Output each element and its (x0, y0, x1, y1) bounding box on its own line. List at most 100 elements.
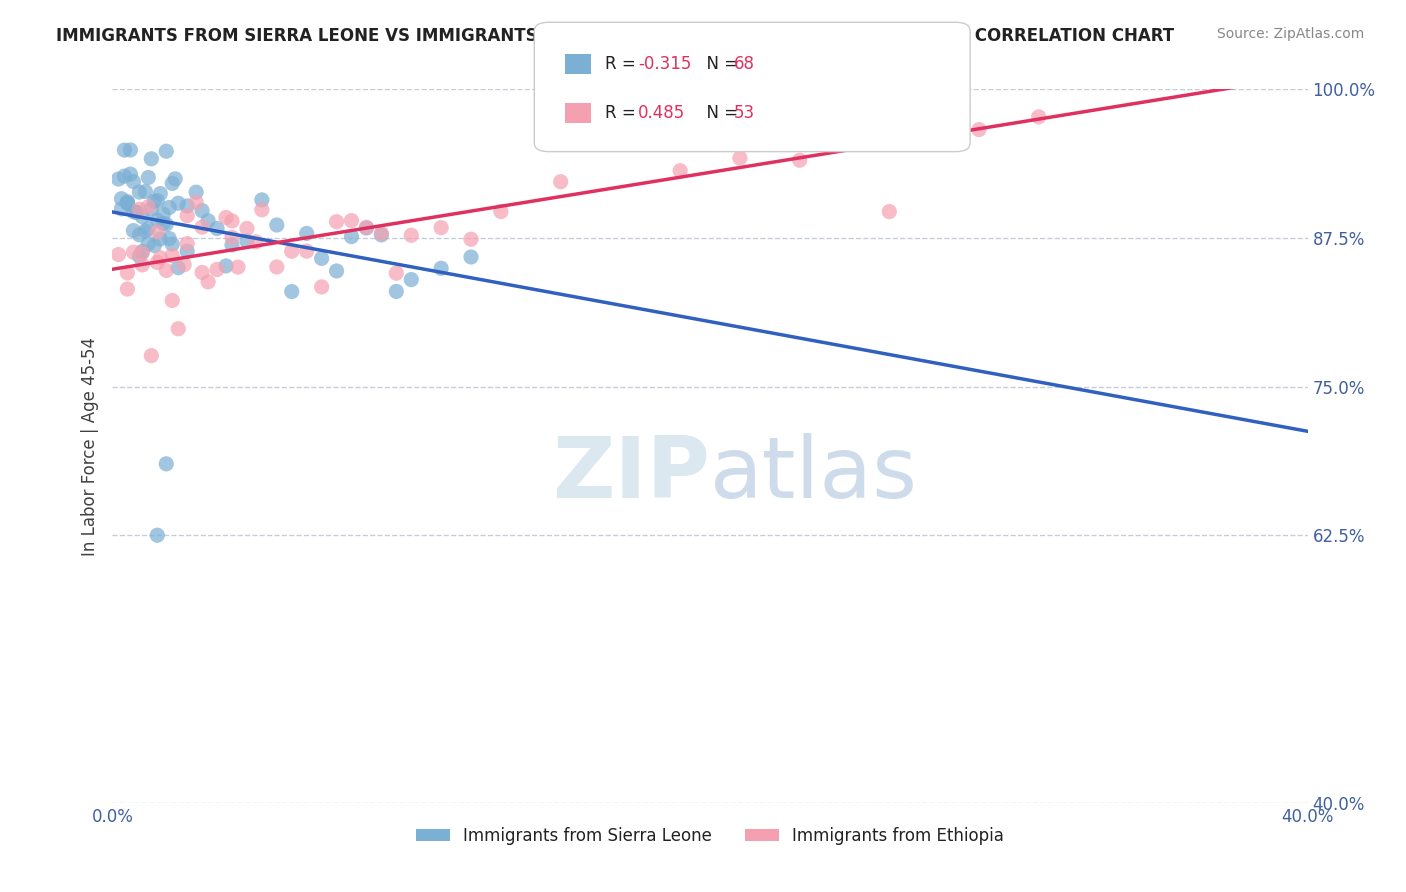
Immigrants from Sierra Leone (186, 185, 208, 199)
Immigrants from Ethiopia (236, 221, 259, 235)
Text: N =: N = (696, 103, 744, 122)
Immigrants from Sierra Leone (281, 285, 304, 299)
Immigrants from Ethiopia (141, 349, 163, 363)
Immigrants from Ethiopia (191, 265, 214, 279)
Text: R =: R = (605, 54, 641, 73)
Immigrants from Sierra Leone (138, 236, 160, 251)
Immigrants from Ethiopia (128, 202, 150, 217)
Immigrants from Ethiopia (197, 275, 219, 289)
Immigrants from Ethiopia (385, 266, 408, 280)
Immigrants from Ethiopia (226, 260, 249, 274)
Immigrants from Sierra Leone (401, 272, 423, 286)
Text: Source: ZipAtlas.com: Source: ZipAtlas.com (1216, 27, 1364, 41)
Immigrants from Sierra Leone (149, 232, 172, 246)
Immigrants from Ethiopia (430, 220, 453, 235)
Immigrants from Ethiopia (550, 175, 572, 189)
Immigrants from Ethiopia (370, 227, 392, 241)
Immigrants from Sierra Leone (340, 229, 363, 244)
Immigrants from Ethiopia (131, 258, 153, 272)
Immigrants from Ethiopia (1118, 58, 1140, 72)
Immigrants from Sierra Leone (143, 194, 166, 209)
Immigrants from Ethiopia (1028, 110, 1050, 124)
Text: N =: N = (696, 54, 744, 73)
Immigrants from Sierra Leone (205, 221, 228, 235)
Immigrants from Sierra Leone (311, 252, 333, 266)
Immigrants from Sierra Leone (120, 143, 142, 157)
Immigrants from Sierra Leone (176, 244, 198, 259)
Immigrants from Ethiopia (186, 195, 208, 210)
Immigrants from Sierra Leone (120, 167, 142, 181)
Immigrants from Sierra Leone (221, 238, 243, 252)
Immigrants from Sierra Leone (122, 204, 145, 219)
Immigrants from Ethiopia (879, 204, 901, 219)
Immigrants from Sierra Leone (138, 170, 160, 185)
Immigrants from Sierra Leone (356, 221, 378, 235)
Immigrants from Sierra Leone (138, 221, 160, 235)
Immigrants from Ethiopia (176, 209, 198, 223)
Immigrants from Sierra Leone (215, 259, 238, 273)
Immigrants from Sierra Leone (117, 194, 139, 209)
Immigrants from Ethiopia (728, 151, 751, 165)
Immigrants from Ethiopia (311, 280, 333, 294)
Immigrants from Sierra Leone (134, 224, 156, 238)
Immigrants from Sierra Leone (460, 250, 482, 264)
Immigrants from Ethiopia (460, 232, 482, 246)
Immigrants from Ethiopia (266, 260, 288, 274)
Immigrants from Sierra Leone (146, 528, 169, 542)
Immigrants from Sierra Leone (167, 196, 190, 211)
Immigrants from Sierra Leone (266, 218, 288, 232)
Immigrants from Ethiopia (356, 220, 378, 235)
Immigrants from Ethiopia (295, 244, 318, 259)
Immigrants from Ethiopia (167, 322, 190, 336)
Immigrants from Ethiopia (146, 225, 169, 239)
Immigrants from Ethiopia (967, 122, 990, 136)
Immigrants from Ethiopia (281, 244, 304, 259)
Text: IMMIGRANTS FROM SIERRA LEONE VS IMMIGRANTS FROM ETHIOPIA IN LABOR FORCE | AGE 45: IMMIGRANTS FROM SIERRA LEONE VS IMMIGRAN… (56, 27, 1174, 45)
Immigrants from Sierra Leone (122, 224, 145, 238)
Immigrants from Sierra Leone (236, 234, 259, 248)
Immigrants from Sierra Leone (125, 205, 148, 219)
Immigrants from Ethiopia (117, 266, 139, 280)
Immigrants from Ethiopia (325, 215, 347, 229)
Immigrants from Ethiopia (162, 248, 183, 262)
Immigrants from Sierra Leone (430, 261, 453, 276)
Immigrants from Sierra Leone (131, 210, 153, 224)
Immigrants from Sierra Leone (143, 238, 166, 252)
Text: atlas: atlas (710, 433, 918, 516)
Immigrants from Sierra Leone (110, 202, 132, 216)
Immigrants from Sierra Leone (191, 203, 214, 218)
Immigrants from Sierra Leone (128, 227, 150, 242)
Immigrants from Sierra Leone (385, 285, 408, 299)
Immigrants from Sierra Leone (157, 231, 180, 245)
Immigrants from Sierra Leone (134, 185, 156, 199)
Legend: Immigrants from Sierra Leone, Immigrants from Ethiopia: Immigrants from Sierra Leone, Immigrants… (409, 821, 1011, 852)
Immigrants from Sierra Leone (141, 202, 163, 216)
Immigrants from Sierra Leone (162, 237, 183, 252)
Text: 0.485: 0.485 (638, 103, 686, 122)
Immigrants from Ethiopia (205, 262, 228, 277)
Text: 53: 53 (734, 103, 755, 122)
Text: ZIP: ZIP (553, 433, 710, 516)
Immigrants from Sierra Leone (197, 213, 219, 227)
Immigrants from Ethiopia (138, 200, 160, 214)
Immigrants from Sierra Leone (146, 194, 169, 208)
Immigrants from Ethiopia (131, 245, 153, 260)
Text: -0.315: -0.315 (638, 54, 692, 73)
Immigrants from Ethiopia (173, 258, 195, 272)
Immigrants from Sierra Leone (117, 196, 139, 211)
Immigrants from Sierra Leone (114, 169, 135, 183)
Immigrants from Sierra Leone (250, 193, 273, 207)
Immigrants from Sierra Leone (165, 171, 187, 186)
Immigrants from Sierra Leone (152, 207, 174, 221)
Immigrants from Ethiopia (609, 112, 631, 127)
Immigrants from Sierra Leone (110, 192, 132, 206)
Immigrants from Sierra Leone (128, 185, 150, 199)
Immigrants from Ethiopia (215, 211, 238, 225)
Immigrants from Sierra Leone (125, 205, 148, 219)
Immigrants from Sierra Leone (157, 201, 180, 215)
Immigrants from Sierra Leone (114, 143, 135, 157)
Immigrants from Sierra Leone (295, 227, 318, 241)
Immigrants from Sierra Leone (122, 175, 145, 189)
Immigrants from Sierra Leone (162, 177, 183, 191)
Immigrants from Ethiopia (149, 251, 172, 265)
